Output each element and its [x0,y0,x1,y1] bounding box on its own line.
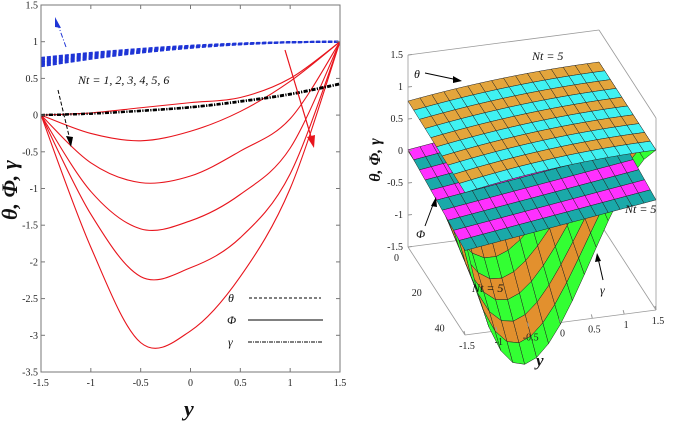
y-tick-label: 1.5 [26,1,39,12]
y-tick-label-3d: 1.5 [652,316,665,327]
surfaces [407,61,657,365]
z-tick-label: 1 [398,82,403,93]
legend-theta-label: θ [228,291,234,305]
y-tick-label-3d: -1.5 [459,341,475,352]
gamma-arrow-head [66,136,73,147]
depth-tick-label: 20 [412,288,422,299]
nt-theta-label: Nt = 5 [531,49,563,63]
z-tick [407,182,413,184]
z-tick [407,150,413,152]
y-tick-3d [559,318,561,323]
z-tick-label: -1.5 [387,242,403,253]
x-tick-label: -1 [87,378,95,389]
y-tick-3d [527,322,530,327]
series-line-Φ-11 [40,41,341,349]
gamma-pointer-head [595,253,601,262]
y-tick-label: -2.5 [22,294,38,305]
z-tick [407,118,413,120]
surface-patch-θ [637,140,657,152]
depth-axis-line [407,246,466,336]
x-tick-label: 1 [288,378,293,389]
x-tick-label: -1.5 [33,378,49,389]
y-tick-label-3d: 0 [560,329,565,340]
z-tick [407,54,413,56]
series-line-Φ-10 [40,41,341,281]
y-tick-label-3d: -0.5 [523,333,539,344]
depth-tick-label: 0 [394,253,399,264]
z-tick [407,246,413,248]
y-tick-label: 1 [33,37,38,48]
series-line-Φ-7 [40,41,341,142]
frame-top-right [598,29,657,119]
line-chart: -1.5 -1 -0.5 0 0.5 1 1.5 1.5 1 0.5 0 -0.5 -1 -1.5 -2 -2… [0,1,346,422]
depth-tick-label: 40 [435,323,445,334]
y-axis-label: θ, Φ, γ [0,159,22,220]
surface-patch-Φ [637,189,657,204]
y-tick-label: 0 [33,111,38,122]
y-tick-3d [654,305,657,311]
annotations: Nt = 1, 2, 3, 4, 5, 6 [55,17,315,148]
z-tick-label: -1 [395,210,403,221]
theta-arrow-head [55,17,61,28]
nt-phi-label: Nt = 5 [624,202,656,216]
x-tick-label: 1.5 [334,378,347,389]
gamma-pointer [597,257,604,281]
y-tick-3d [622,310,625,315]
y-tick-label: -3 [30,331,38,342]
z-axis-label-3d: θ, Φ, γ [367,138,384,182]
legend-gamma-label: γ [228,335,233,349]
frame-top-back [407,29,600,56]
series-line-Φ-8 [40,41,341,184]
nt-gamma-label: Nt = 5 [471,281,503,295]
series-line-Φ-9 [40,41,341,232]
y-tick-label: 0.5 [26,74,39,85]
x-tick-label: 0 [188,378,193,389]
z-tick-label: 0.5 [391,114,404,125]
frame-floor-right [598,221,657,311]
z-tick [407,214,413,216]
theta-pointer-head [453,76,462,83]
ticks: -1.5 -1 -0.5 0 0.5 1 1.5 1.5 1 0.5 0 -0.5 -1 -1.5 -2 -2… [22,1,346,390]
y-tick-3d [495,326,498,331]
series-line-γ-14 [40,83,341,117]
legend-phi-label: Φ [227,313,236,327]
x-tick-label: -0.5 [133,378,149,389]
phi-pointer-head [431,197,437,207]
z-tick-label: -0.5 [387,178,403,189]
y-tick-label: -2 [30,257,38,268]
y-tick-label-3d: 0.5 [588,324,601,335]
y-tick-label: -3.5 [22,368,38,379]
z-tick-label: 0 [398,146,403,157]
gamma-label-3d: γ [600,283,605,297]
y-tick-3d [590,314,593,319]
y-tick-label: -1.5 [22,221,38,232]
z-tick-label: 1.5 [391,50,404,61]
x-tick-label: 0.5 [234,378,247,389]
phi-arrow [284,49,313,141]
phi-arrow-head [307,135,315,148]
y-tick-label: -1 [30,184,38,195]
y-tick-label-3d: -1 [495,337,503,348]
curves [40,40,341,349]
y-tick-label-3d: 1 [624,320,629,331]
legend: θ Φ γ [227,291,323,349]
theta-label-3d: θ [414,67,420,81]
phi-label-3d: Φ [416,227,425,241]
gamma-arrow [57,89,71,141]
annotations: θ Nt = 5 Nt = 5 Φ Nt = 5 γ [414,49,656,297]
z-tick [407,86,413,88]
x-axis-label-3d: y [534,351,544,370]
series-line-θ-5 [40,40,341,68]
theta-pointer [424,72,459,81]
y-tick-3d [463,330,466,336]
x-axis-label: y [181,396,194,421]
y-tick-label: -0.5 [22,147,38,158]
nt-label: Nt = 1, 2, 3, 4, 5, 6 [77,73,169,87]
